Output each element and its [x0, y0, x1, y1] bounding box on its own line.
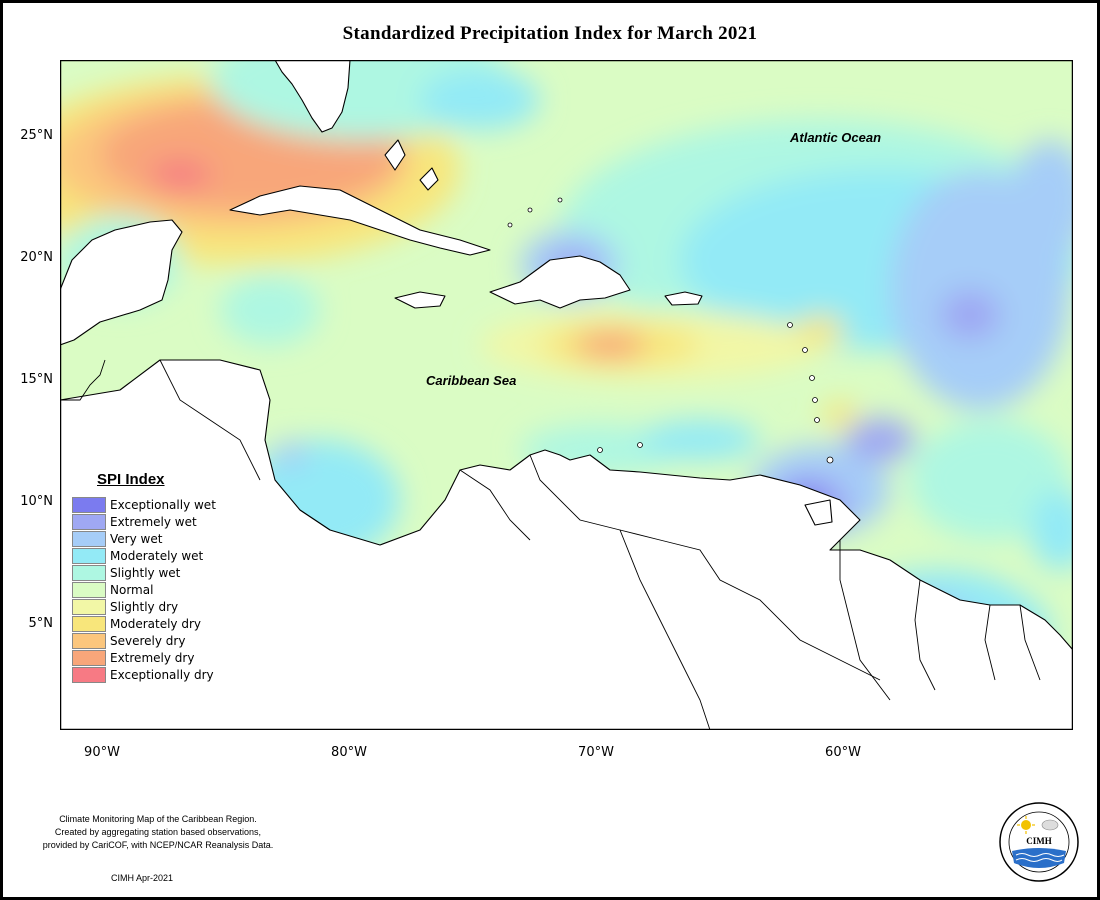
legend-item: Very wet	[72, 530, 222, 547]
legend-swatch	[72, 513, 106, 530]
legend-item: Extremely dry	[72, 649, 222, 666]
legend-swatch	[72, 530, 106, 547]
spi-legend: SPI Index Exceptionally wet Extremely wet…	[72, 471, 222, 683]
credits-line: Created by aggregating station based obs…	[54, 827, 262, 837]
legend-label: Extremely wet	[110, 514, 197, 529]
lat-label: 5°N	[28, 616, 54, 631]
legend-label: Moderately wet	[110, 548, 204, 563]
legend-label: Moderately dry	[110, 616, 201, 631]
lon-label: 60°W	[825, 745, 861, 760]
legend-swatch	[72, 632, 106, 649]
legend-swatch	[72, 598, 106, 615]
lon-label: 90°W	[84, 745, 120, 760]
legend-label: Exceptionally wet	[110, 497, 216, 512]
legend-swatch	[72, 547, 106, 564]
lat-label: 25°N	[20, 128, 53, 143]
map-title: Standardized Precipitation Index for Mar…	[342, 23, 758, 44]
credits-text: Climate Monitoring Map of the Caribbean …	[23, 813, 293, 852]
legend-label: Severely dry	[110, 633, 186, 648]
legend-swatch	[72, 496, 106, 513]
legend-item: Severely dry	[72, 632, 222, 649]
legend-item: Moderately dry	[72, 615, 222, 632]
legend-swatch	[72, 615, 106, 632]
cloud-icon	[1041, 819, 1059, 831]
date-stamp: CIMH Apr-2021	[111, 873, 174, 883]
legend-label: Exceptionally dry	[110, 667, 214, 682]
credits-line: Climate Monitoring Map of the Caribbean …	[59, 814, 257, 824]
legend-label: Very wet	[110, 531, 163, 546]
legend-item: Moderately wet	[72, 547, 222, 564]
lat-label: 10°N	[20, 494, 53, 509]
legend-label: Slightly wet	[110, 565, 181, 580]
legend-label: Extremely dry	[110, 650, 195, 665]
legend-label: Slightly dry	[110, 599, 179, 614]
legend-swatch	[72, 666, 106, 683]
legend-swatch	[72, 564, 106, 581]
legend-item: Extremely wet	[72, 513, 222, 530]
caribbean-sea-label: Caribbean Sea	[426, 373, 517, 388]
legend-item: Slightly dry	[72, 598, 222, 615]
legend-swatch	[72, 649, 106, 666]
sun-icon	[1021, 820, 1031, 830]
atlantic-ocean-label: Atlantic Ocean	[790, 130, 882, 145]
legend-item: Exceptionally dry	[72, 666, 222, 683]
legend-item: Exceptionally wet	[72, 496, 222, 513]
legend-label: Normal	[110, 582, 154, 597]
legend-item: Slightly wet	[72, 564, 222, 581]
logo-text: CIMH	[1026, 836, 1052, 846]
credits-line: provided by CariCOF, with NCEP/NCAR Rean…	[42, 840, 274, 850]
legend-item: Normal	[72, 581, 222, 598]
cimh-logo: CIMH	[999, 802, 1079, 882]
legend-swatch	[72, 581, 106, 598]
lat-label: 15°N	[20, 372, 53, 387]
lon-label: 80°W	[331, 745, 367, 760]
legend-title: SPI Index	[97, 471, 165, 488]
lat-label: 20°N	[20, 250, 53, 265]
spi-map	[60, 60, 1073, 730]
lon-label: 70°W	[578, 745, 614, 760]
